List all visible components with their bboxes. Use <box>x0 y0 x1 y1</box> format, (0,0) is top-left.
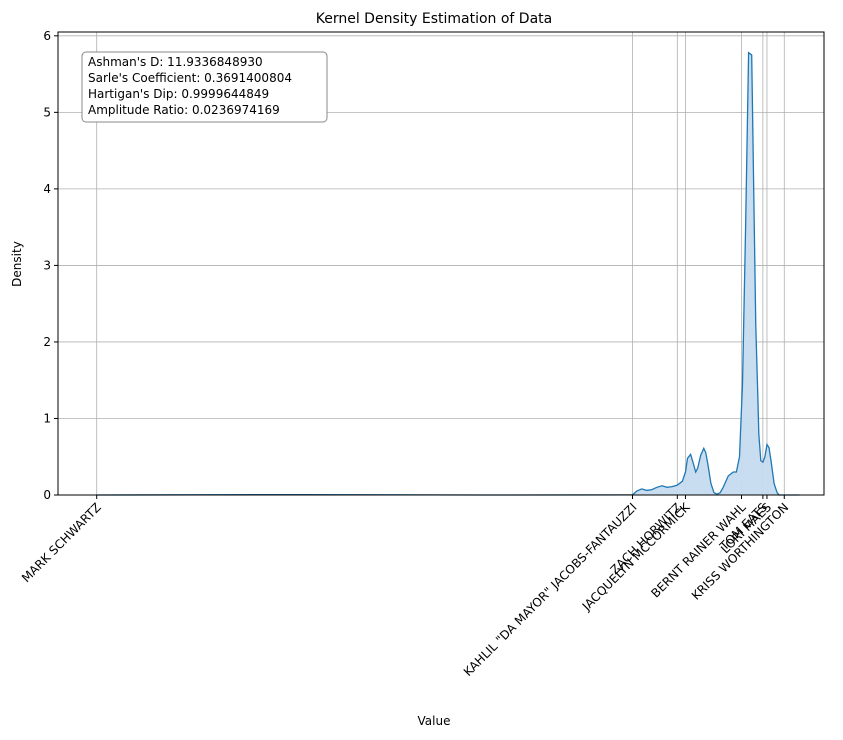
stats-line-sarle: Sarle's Coefficient: 0.3691400804 <box>88 71 292 85</box>
y-axis-label: Density <box>10 241 24 287</box>
y-tick-label-1: 1 <box>43 411 51 425</box>
y-tick-label-6: 6 <box>43 29 51 43</box>
x-axis-label: Value <box>418 714 451 728</box>
y-tick-label-5: 5 <box>43 105 51 119</box>
y-tick-label-4: 4 <box>43 182 51 196</box>
stats-line-ashman: Ashman's D: 11.9336848930 <box>88 55 263 69</box>
y-tick-label-2: 2 <box>43 335 51 349</box>
stats-box-frame <box>81 51 328 123</box>
stats-annotation-box: Ashman's D: 11.9336848930 Sarle's Coeffi… <box>81 51 328 123</box>
stats-line-amplitude: Amplitude Ratio: 0.0236974169 <box>88 103 280 117</box>
plot-frame <box>57 31 825 496</box>
y-axis: 0 1 2 3 4 5 6 <box>43 29 58 502</box>
stats-line-hartigan: Hartigan's Dip: 0.9999644849 <box>88 87 269 101</box>
y-tick-label-3: 3 <box>43 258 51 272</box>
y-tick-label-0: 0 <box>43 488 51 502</box>
density-series <box>96 51 800 496</box>
chart-title: Kernel Density Estimation of Data <box>316 11 552 27</box>
density-line <box>96 51 800 496</box>
